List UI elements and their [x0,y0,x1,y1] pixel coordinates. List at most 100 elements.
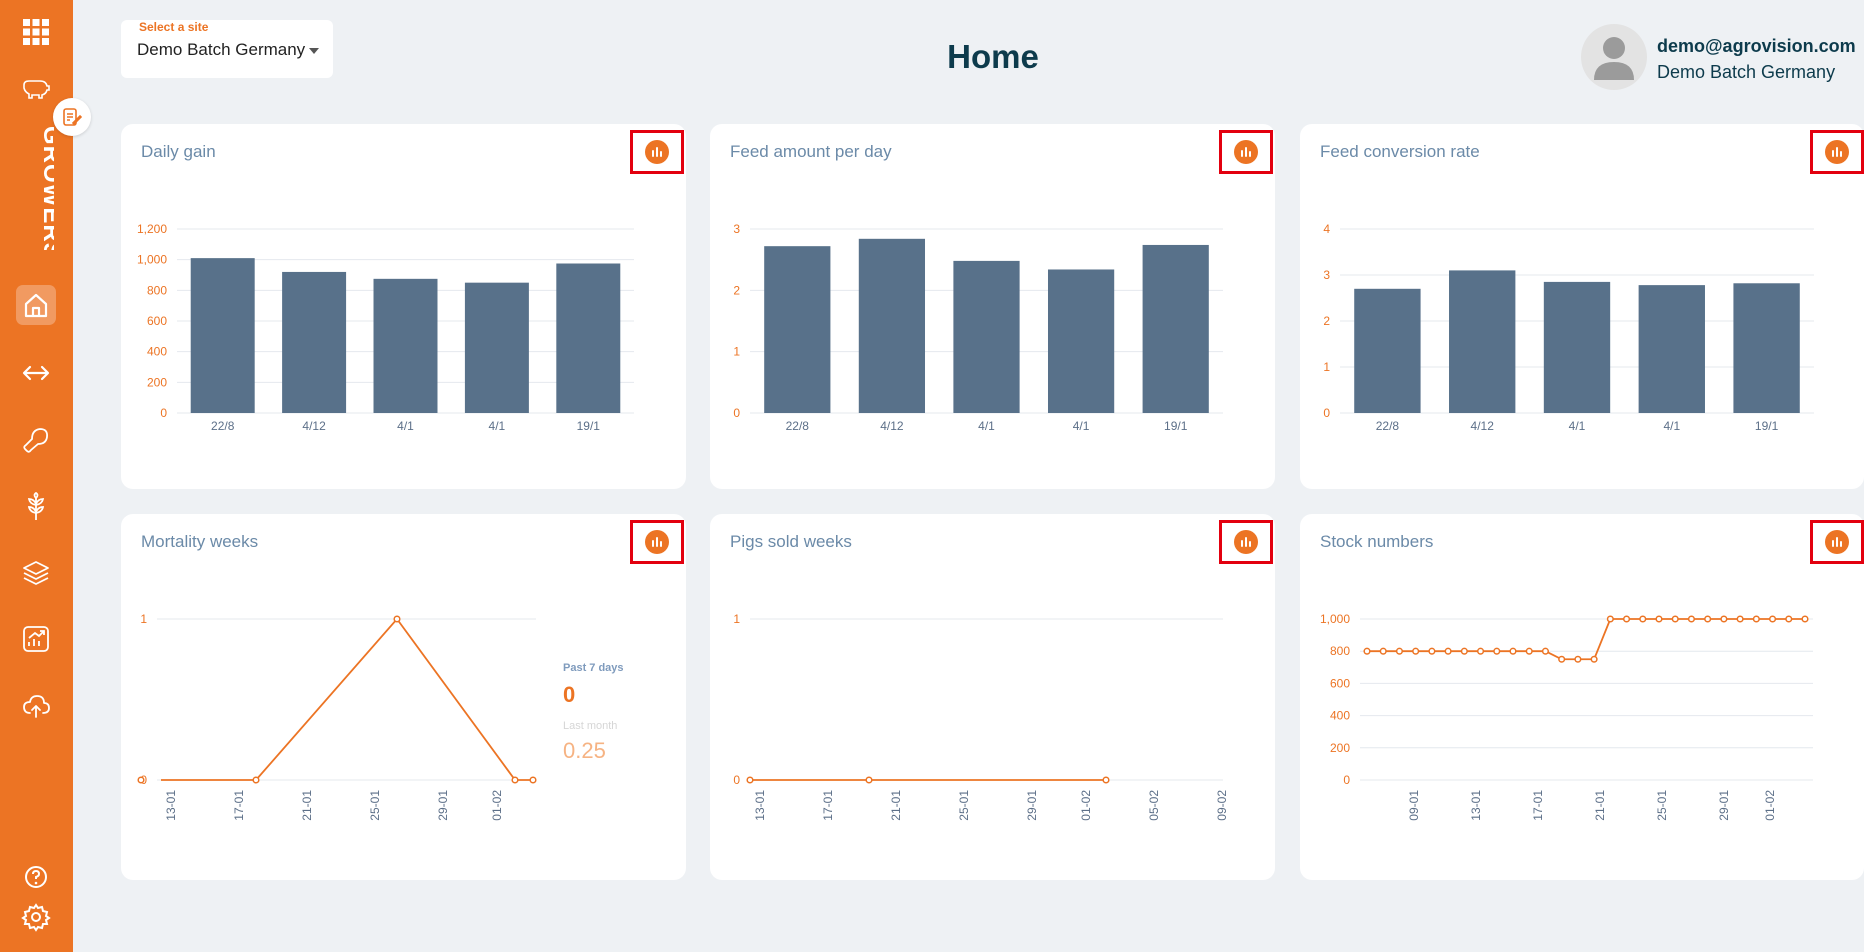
past-7-days-value: 0 [563,682,576,707]
chart-view-button[interactable] [630,520,684,564]
card-fcr: Feed conversion rate 0 1 2 3 4 22/8 4/12 4/1 4/1… [1300,124,1864,489]
data-point [252,776,260,784]
card-title: Feed amount per day [730,142,892,161]
y-tick-label: 800 [147,283,167,297]
y-tick-label: 1,000 [137,253,167,267]
data-point [1655,615,1663,623]
edit-notes-icon [63,108,82,126]
chart-view-button[interactable] [630,130,684,174]
chart-view-button[interactable] [1219,130,1273,174]
brand-growers-text: GROWERS [38,126,54,250]
x-tick-label: 4/12 [1471,419,1495,433]
data-point [1639,615,1647,623]
pig-icon[interactable] [16,68,56,108]
upload-cloud-icon[interactable] [16,686,56,726]
data-point [1687,615,1695,623]
x-tick-label: 21-01 [889,790,903,821]
grain-icon[interactable] [16,487,56,527]
x-tick-label: 17-01 [1531,790,1545,821]
analytics-icon[interactable] [16,619,56,659]
x-tick-label: 25-01 [368,790,382,821]
data-point [1509,647,1517,655]
y-tick-label: 3 [733,222,740,236]
series-line [161,617,533,781]
x-tick-label: 22/8 [786,419,810,433]
data-point [1525,647,1533,655]
x-tick-label: 17-01 [821,790,835,821]
y-tick-label: 400 [147,345,167,359]
feed-amount-chart: 0 1 2 3 22/8 4/12 4/1 4/1 19/1 [733,222,1223,433]
data-point [1477,647,1485,655]
x-tick-label: 29-01 [1717,790,1731,821]
apps-grid-icon[interactable] [16,12,56,52]
data-point [1493,647,1501,655]
site-select[interactable]: Select a site Demo Batch Germany [121,20,333,78]
y-tick-label: 600 [147,314,167,328]
x-tick-label: 4/1 [489,419,506,433]
data-point [865,776,873,784]
bar-chart-icon [1825,530,1849,554]
bar [953,260,1020,413]
chart-view-button[interactable] [1219,520,1273,564]
x-tick-label: 13-01 [1469,790,1483,821]
data-point [1801,615,1809,623]
y-tick-label: 0 [160,406,167,420]
y-tick-label: 400 [1330,709,1350,723]
bar-chart-icon [645,530,669,554]
home-icon[interactable] [16,285,56,325]
bar-chart-icon [1234,530,1258,554]
x-tick-label: 25-01 [957,790,971,821]
bar [556,263,621,413]
site-select-label: Select a site [137,20,211,34]
settings-icon[interactable] [16,897,56,937]
help-icon[interactable] [16,857,56,897]
y-tick-label: 1 [733,345,740,359]
x-tick-label: 01-02 [1079,790,1093,821]
x-tick-label: 05-02 [1147,790,1161,821]
layers-icon[interactable] [16,553,56,593]
data-point [1428,647,1436,655]
chart-view-button[interactable] [1810,130,1864,174]
card-title: Daily gain [141,142,216,161]
chart-view-button[interactable] [1810,520,1864,564]
daily-gain-chart: 0 200 400 600 800 1,000 1,200 22/8 4/12 4/1 4/1 19/… [137,222,634,433]
edit-notes-button[interactable] [53,98,91,136]
bar-chart-icon [1234,140,1258,164]
x-tick-label: 29-01 [1025,790,1039,821]
card-title: Mortality weeks [141,532,259,551]
card-stock-numbers: Stock numbers 0 200 400 600 800 1,000 09-01 13-… [1300,514,1864,880]
bar [282,271,347,413]
user-site: Demo Batch Germany [1657,62,1836,82]
x-tick-label: 22/8 [1376,419,1400,433]
avatar[interactable] [1581,24,1647,90]
data-point [1363,647,1371,655]
bar [858,238,926,413]
bar [1047,269,1115,413]
user-email: demo@agrovision.com [1657,36,1856,56]
bar [1354,288,1421,413]
y-tick-label: 200 [147,375,167,389]
x-tick-label: 4/1 [1663,419,1680,433]
card-mortality: Mortality weeks 0 1 13-01 17-01 21-01 25-01 29… [121,514,686,880]
bar-chart-icon [1825,140,1849,164]
data-point [746,776,754,784]
x-tick-label: 13-01 [164,790,178,821]
data-point [1623,615,1631,623]
y-tick-label: 1,200 [137,222,167,236]
x-tick-label: 17-01 [232,790,246,821]
data-point [1720,615,1728,623]
bar [190,258,255,413]
data-point [1752,615,1760,623]
card-feed-amount: Feed amount per day 0 1 2 3 22/8 4/12 4/1 4/1 19… [710,124,1275,489]
data-point [1736,615,1744,623]
x-tick-label: 19/1 [577,419,601,433]
stock-numbers-chart: 0 200 400 600 800 1,000 09-01 13-01 17-01 21-01 25… [1320,612,1813,821]
x-tick-label: 21-01 [300,790,314,821]
card-title: Pigs sold weeks [730,532,852,551]
transfer-icon[interactable] [16,353,56,393]
meat-icon[interactable] [16,420,56,460]
bar [373,278,438,413]
data-point [1671,615,1679,623]
y-tick-label: 4 [1323,222,1330,236]
